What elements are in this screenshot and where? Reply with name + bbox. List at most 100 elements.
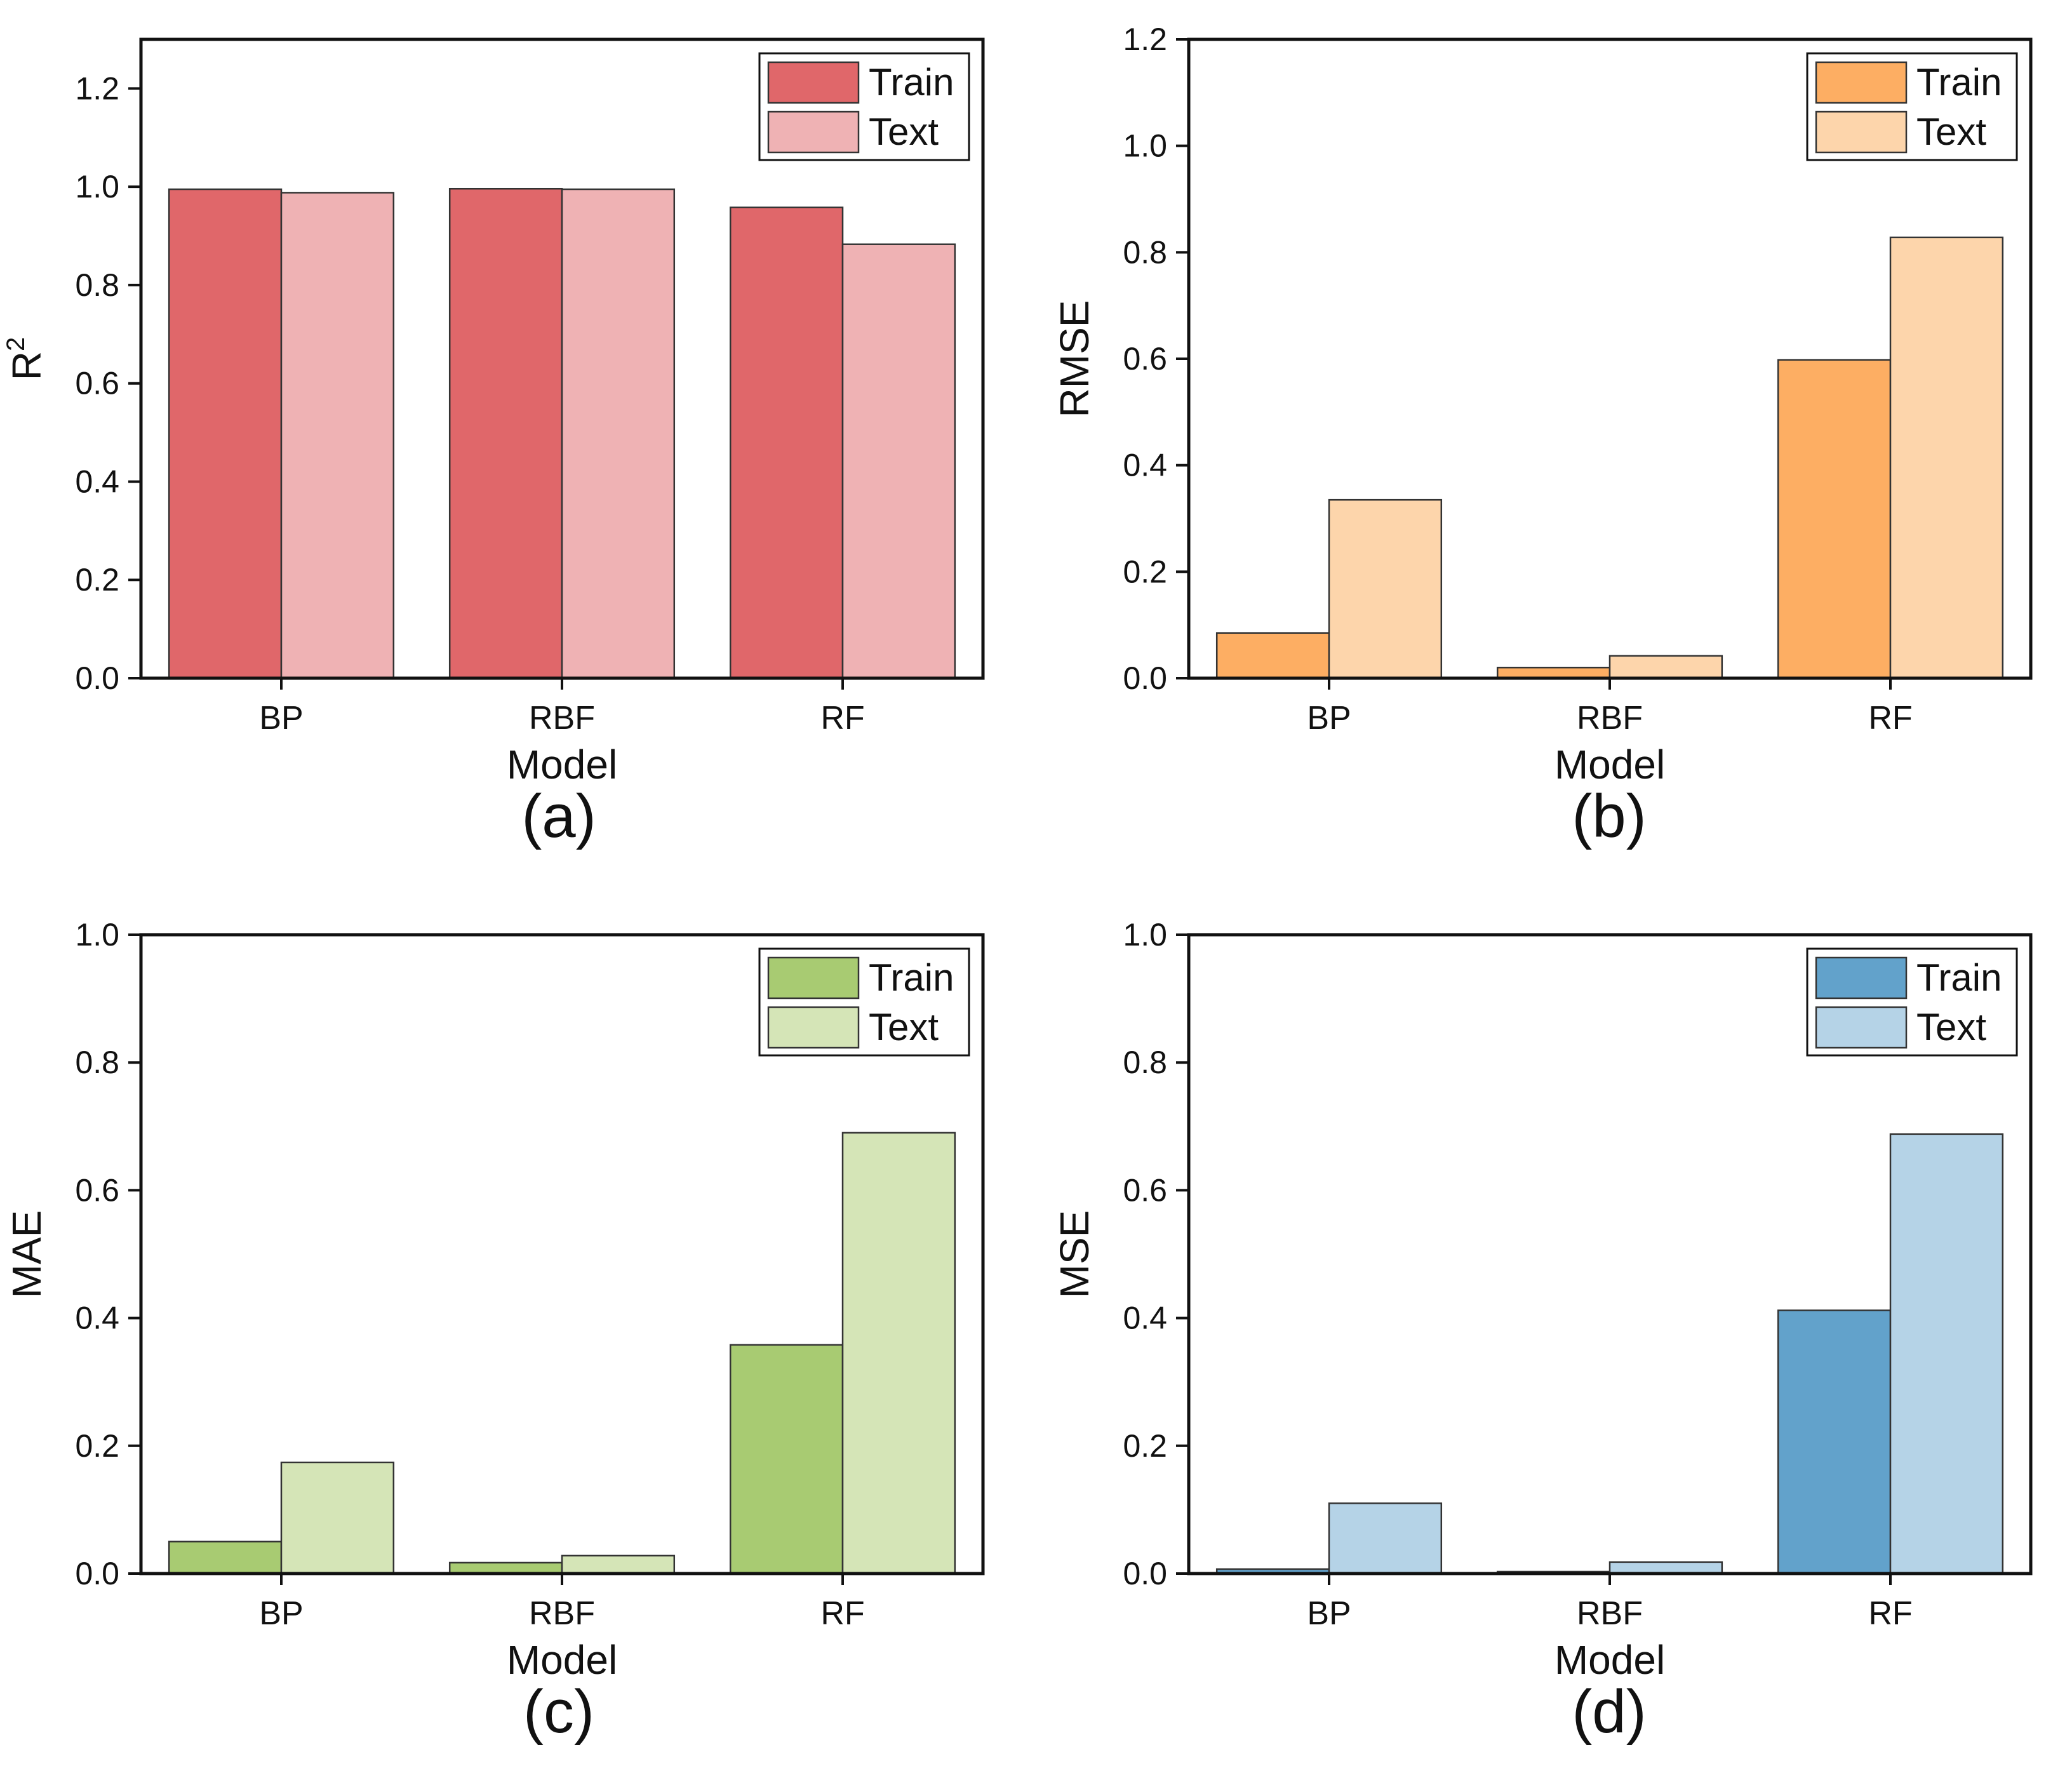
chart-panel-1: BP RBF RF 0.0 0.2 0.4 0.6 0.8 1.0 1.2 Model R2 Train…: [2, 37, 985, 850]
bar-text-rbf: [1608, 1561, 1723, 1575]
legend: Train Text: [1806, 947, 2018, 1057]
y-tick-label: 0.2: [75, 562, 119, 598]
x-tick-label: RBF: [529, 1595, 595, 1632]
y-tick-label: 0.0: [75, 1556, 119, 1591]
legend-swatch-train: [1815, 956, 1908, 1000]
bar-train-bp: [168, 1541, 283, 1575]
y-tick-label: 0.6: [75, 366, 119, 401]
y-tick-label: 0.0: [75, 660, 119, 696]
legend: Train Text: [758, 52, 970, 161]
legend-swatch-text: [767, 1006, 860, 1049]
y-axis-title: R2: [2, 337, 50, 380]
plot-frame: [139, 37, 985, 680]
x-tick-label: BP: [259, 700, 303, 737]
bar-text-bp: [280, 1461, 395, 1575]
bar-text-rbf: [1608, 655, 1723, 679]
y-tick-label: 1.0: [75, 917, 119, 953]
legend-label-train: Train: [1916, 61, 2002, 104]
x-axis-title: Model: [507, 742, 617, 787]
legend-label-train: Train: [869, 956, 954, 999]
x-axis-title: Model: [507, 1637, 617, 1683]
legend-swatch-train: [767, 61, 860, 104]
x-tick-label: RBF: [1577, 1595, 1643, 1632]
chart-panel-2: BP RBF RF 0.0 0.2 0.4 0.6 0.8 1.0 1.2 Model RMSE Tra…: [1052, 22, 2033, 850]
panel-label: (b): [1572, 782, 1646, 850]
panel-label: (a): [521, 782, 596, 850]
legend: Train Text: [758, 947, 970, 1057]
plot-frame: [1187, 933, 2033, 1575]
x-tick-label: RBF: [529, 700, 595, 737]
y-axis-title: RMSE: [1052, 300, 1097, 418]
x-axis-title: Model: [1555, 1637, 1665, 1683]
y-axis-title-superscript: 2: [2, 337, 30, 351]
y-tick-label: 0.2: [1123, 554, 1167, 589]
legend-label-text: Text: [869, 110, 939, 153]
bar-text-bp: [1328, 1502, 1443, 1575]
y-tick-label: 1.2: [75, 70, 119, 106]
legend-label-train: Train: [1916, 956, 2002, 999]
bar-train-rbf: [448, 187, 563, 679]
y-axis-title: MSE: [1052, 1210, 1097, 1299]
legend-label-text: Text: [869, 1006, 939, 1048]
y-tick-label: 0.8: [75, 1045, 119, 1080]
y-tick-label: 0.8: [75, 267, 119, 303]
bar-text-rf: [841, 243, 956, 679]
x-tick-label: RF: [1868, 700, 1912, 737]
y-axis-title: MAE: [4, 1210, 50, 1299]
x-tick-label: BP: [259, 1595, 303, 1632]
y-tick-label: 1.0: [1123, 917, 1167, 953]
bar-text-bp: [280, 192, 395, 679]
bar-text-rbf: [561, 188, 676, 679]
bar-train-bp: [168, 188, 283, 679]
bar-train-bp: [1215, 632, 1330, 679]
y-tick-label: 0.2: [1123, 1428, 1167, 1464]
x-tick-label: BP: [1307, 1595, 1351, 1632]
y-tick-label: 0.6: [75, 1172, 119, 1208]
y-tick-label: 1.0: [1123, 128, 1167, 164]
legend: Train Text: [1806, 52, 2018, 161]
legend-swatch-train: [1815, 61, 1908, 104]
legend-swatch-train: [767, 956, 860, 1000]
bar-train-rf: [1777, 359, 1892, 679]
chart-panel-3: BP RBF RF 0.0 0.2 0.4 0.6 0.8 1.0 Model MAE Train Te…: [4, 917, 985, 1746]
y-tick-label: 0.4: [75, 1301, 119, 1336]
y-tick-label: 0.6: [1123, 1172, 1167, 1208]
legend-label-train: Train: [869, 61, 954, 104]
x-tick-label: RF: [1868, 1595, 1912, 1632]
bar-train-rf: [729, 1344, 844, 1575]
legend-swatch-text: [767, 110, 860, 154]
legend-swatch-text: [1815, 1006, 1908, 1049]
plot-frame: [1187, 37, 2033, 680]
legend-label-text: Text: [1916, 1006, 1986, 1048]
x-axis-title: Model: [1555, 742, 1665, 787]
chart-panel-4: BP RBF RF 0.0 0.2 0.4 0.6 0.8 1.0 Model MSE Train Te…: [1052, 917, 2033, 1746]
x-tick-label: RF: [820, 1595, 864, 1632]
bar-train-rf: [1777, 1309, 1892, 1575]
plot-frame: [139, 933, 985, 1575]
y-tick-label: 0.0: [1123, 1556, 1167, 1591]
y-tick-label: 0.6: [1123, 341, 1167, 377]
bar-text-rf: [1889, 236, 2004, 679]
x-tick-label: RBF: [1577, 700, 1643, 737]
x-tick-label: BP: [1307, 700, 1351, 737]
y-tick-label: 0.4: [75, 464, 119, 499]
bar-text-bp: [1328, 498, 1443, 679]
y-tick-label: 1.0: [75, 169, 119, 204]
y-tick-label: 1.2: [1123, 22, 1167, 57]
legend-label-text: Text: [1916, 110, 1986, 153]
bar-text-rf: [1889, 1133, 2004, 1575]
bar-text-rf: [841, 1132, 956, 1575]
x-tick-label: RF: [820, 700, 864, 737]
y-tick-label: 0.4: [1123, 448, 1167, 483]
y-tick-label: 0.0: [1123, 660, 1167, 696]
bar-train-rbf: [1496, 666, 1611, 679]
y-tick-label: 0.2: [75, 1428, 119, 1464]
bar-text-rbf: [561, 1555, 676, 1575]
panel-label: (d): [1572, 1678, 1646, 1746]
panel-label: (c): [523, 1678, 594, 1746]
legend-swatch-text: [1815, 110, 1908, 154]
y-tick-label: 0.4: [1123, 1301, 1167, 1336]
bar-train-rbf: [448, 1561, 563, 1575]
y-tick-label: 0.8: [1123, 234, 1167, 270]
